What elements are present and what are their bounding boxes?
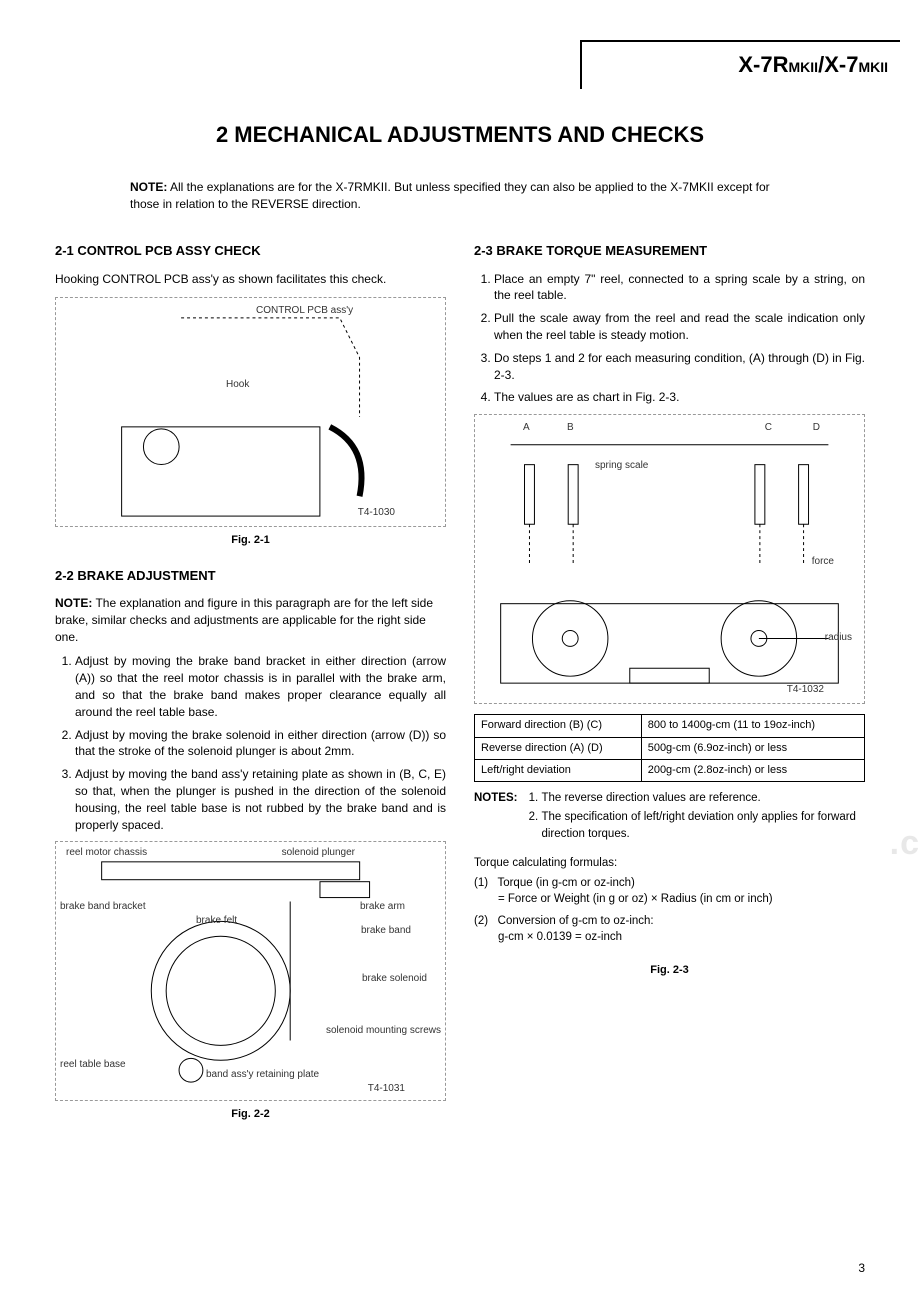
figure-2-1: CONTROL PCB ass'y Hook T4-1030	[55, 297, 446, 527]
table-row: Forward direction (B) (C) 800 to 1400g-c…	[475, 715, 865, 737]
fig22-c-i: reel table base	[60, 1058, 126, 1072]
s23-item-1: Place an empty 7" reel, connected to a s…	[494, 271, 865, 305]
fig21-callout-pcb: CONTROL PCB ass'y	[256, 304, 353, 318]
model-b-suffix: MKII	[858, 59, 888, 75]
section-2-3-heading: 2-3 BRAKE TORQUE MEASUREMENT	[474, 242, 865, 260]
note-text: All the explanations are for the X-7RMKI…	[130, 180, 770, 211]
section-2-3-list: Place an empty 7" reel, connected to a s…	[474, 271, 865, 407]
fig-2-3-caption: Fig. 2-3	[474, 963, 865, 978]
cell: 200g-cm (2.8oz-inch) or less	[641, 759, 864, 781]
watermark: .c	[890, 820, 920, 868]
cell: 500g-cm (6.9oz-inch) or less	[641, 737, 864, 759]
s22-note-label: NOTE:	[55, 596, 92, 610]
formula-heading: Torque calculating formulas:	[474, 855, 865, 871]
left-column: 2-1 CONTROL PCB ASSY CHECK Hooking CONTR…	[55, 242, 446, 1140]
cell: Left/right deviation	[475, 759, 642, 781]
note-label: NOTE:	[130, 180, 167, 194]
formula-block: Torque calculating formulas: (1) Torque …	[474, 855, 865, 945]
figure-2-2: reel motor chassis solenoid plunger brak…	[55, 841, 446, 1101]
cell: Forward direction (B) (C)	[475, 715, 642, 737]
fig23-D: D	[813, 421, 820, 435]
fig22-c-k: T4-1031	[368, 1082, 405, 1096]
table-row: Reverse direction (A) (D) 500g-cm (6.9oz…	[475, 737, 865, 759]
section-2-2-list: Adjust by moving the brake band bracket …	[55, 653, 446, 833]
s22-item-3: Adjust by moving the band ass'y retainin…	[75, 766, 446, 833]
f1-a: Torque (in g-cm or oz-inch)	[497, 877, 634, 889]
fig23-radius: radius	[825, 631, 852, 645]
s23-notes: NOTES: The reverse direction values are …	[474, 790, 865, 844]
fig-2-2-caption: Fig. 2-2	[55, 1107, 446, 1122]
cell: 800 to 1400g-cm (11 to 19oz-inch)	[641, 715, 864, 737]
fig22-c-b: solenoid plunger	[282, 846, 355, 860]
figure-2-3: A B C D spring scale force radius T4-103…	[474, 414, 865, 704]
section-2-2-note: NOTE: The explanation and figure in this…	[55, 595, 446, 645]
fig23-svg	[475, 415, 864, 703]
s22-note-text: The explanation and figure in this parag…	[55, 596, 433, 644]
cell: Reverse direction (A) (D)	[475, 737, 642, 759]
page-number: 3	[858, 1260, 865, 1277]
model-a-suffix: MKII	[789, 59, 819, 75]
f2-label: (2)	[474, 915, 488, 927]
fig21-svg	[56, 298, 445, 526]
fig22-c-g: brake solenoid	[362, 972, 427, 986]
fig23-force: force	[812, 555, 834, 569]
f2-a: Conversion of g-cm to oz-inch:	[498, 915, 654, 927]
model-b: X-7	[824, 52, 858, 77]
fig22-c-f: brake band	[361, 924, 411, 938]
f1-b: = Force or Weight (in g or oz) × Radius …	[474, 891, 865, 907]
fig23-A: A	[523, 421, 530, 435]
notes-label: NOTES:	[474, 790, 517, 844]
s22-item-1: Adjust by moving the brake band bracket …	[75, 653, 446, 720]
s23-note-1: The reverse direction values are referen…	[541, 790, 865, 806]
model-header: X-7RMKII/X-7MKII	[580, 40, 900, 89]
s23-item-2: Pull the scale away from the reel and re…	[494, 310, 865, 344]
fig21-callout-hook: Hook	[226, 378, 249, 392]
section-2-1-text: Hooking CONTROL PCB ass'y as shown facil…	[55, 271, 446, 288]
section-2-2-heading: 2-2 BRAKE ADJUSTMENT	[55, 567, 446, 585]
fig22-c-c: brake band bracket	[60, 900, 146, 914]
s23-note-2: The specification of left/right deviatio…	[541, 809, 865, 841]
f1-label: (1)	[474, 877, 488, 889]
fig22-c-e: brake arm	[360, 900, 405, 914]
table-row: Left/right deviation 200g-cm (2.8oz-inch…	[475, 759, 865, 781]
fig23-ref: T4-1032	[787, 683, 824, 697]
right-column: 2-3 BRAKE TORQUE MEASUREMENT Place an em…	[474, 242, 865, 1140]
f2-b: g-cm × 0.0139 = oz-inch	[474, 929, 865, 945]
fig22-c-j: band ass'y retaining plate	[206, 1068, 319, 1082]
fig23-B: B	[567, 421, 574, 435]
top-note: NOTE: All the explanations are for the X…	[130, 179, 790, 213]
fig22-c-h: solenoid mounting screws	[326, 1024, 441, 1038]
fig22-c-a: reel motor chassis	[66, 846, 147, 860]
model-a: X-7R	[738, 52, 788, 77]
s23-item-4: The values are as chart in Fig. 2-3.	[494, 389, 865, 406]
fig22-c-d: brake felt	[196, 914, 237, 928]
page-title: 2 MECHANICAL ADJUSTMENTS AND CHECKS	[55, 120, 865, 151]
fig-2-1-caption: Fig. 2-1	[55, 533, 446, 548]
fig21-ref: T4-1030	[358, 506, 395, 520]
s22-item-2: Adjust by moving the brake solenoid in e…	[75, 727, 446, 761]
torque-table: Forward direction (B) (C) 800 to 1400g-c…	[474, 714, 865, 782]
fig23-spring: spring scale	[595, 459, 648, 473]
fig23-C: C	[765, 421, 772, 435]
s23-item-3: Do steps 1 and 2 for each measuring cond…	[494, 350, 865, 384]
section-2-1-heading: 2-1 CONTROL PCB ASSY CHECK	[55, 242, 446, 260]
